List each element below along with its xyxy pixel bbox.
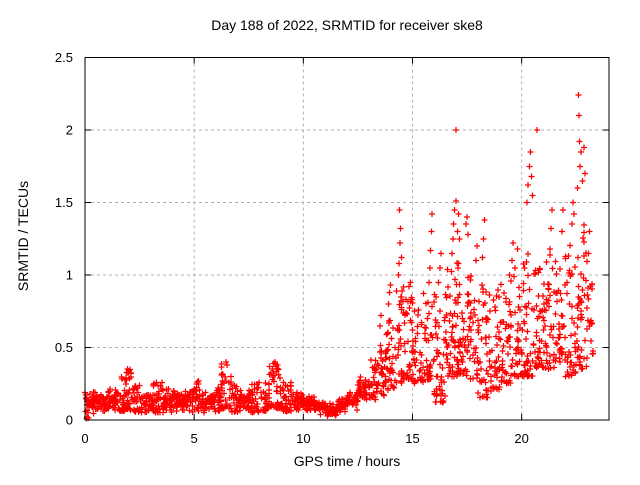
axes — [84, 57, 610, 421]
x-tick-label: 0 — [81, 431, 88, 446]
y-tick-label: 1.5 — [55, 195, 73, 210]
plot-area-border — [84, 57, 610, 421]
x-tick-label: 15 — [405, 431, 419, 446]
grid-lines — [85, 57, 609, 420]
y-tick-label: 0.5 — [55, 340, 73, 355]
y-tick-label: 1 — [66, 268, 73, 283]
chart-title: Day 188 of 2022, SRMTID for receiver ske… — [211, 17, 483, 33]
y-axis-label: SRMTID / TECUs — [15, 181, 31, 291]
x-tick-label: 10 — [296, 431, 310, 446]
y-tick-label: 2.5 — [55, 50, 73, 65]
tick-labels: 0 5 10 15 20 0 0.5 1 1.5 2 2.5 — [55, 50, 529, 446]
y-tick-label: 2 — [66, 123, 73, 138]
data-points — [82, 92, 596, 422]
y-tick-label: 0 — [66, 413, 73, 428]
x-axis-label: GPS time / hours — [294, 453, 401, 469]
x-tick-label: 20 — [514, 431, 528, 446]
scatter-markers — [82, 92, 596, 422]
x-tick-label: 5 — [191, 431, 198, 446]
